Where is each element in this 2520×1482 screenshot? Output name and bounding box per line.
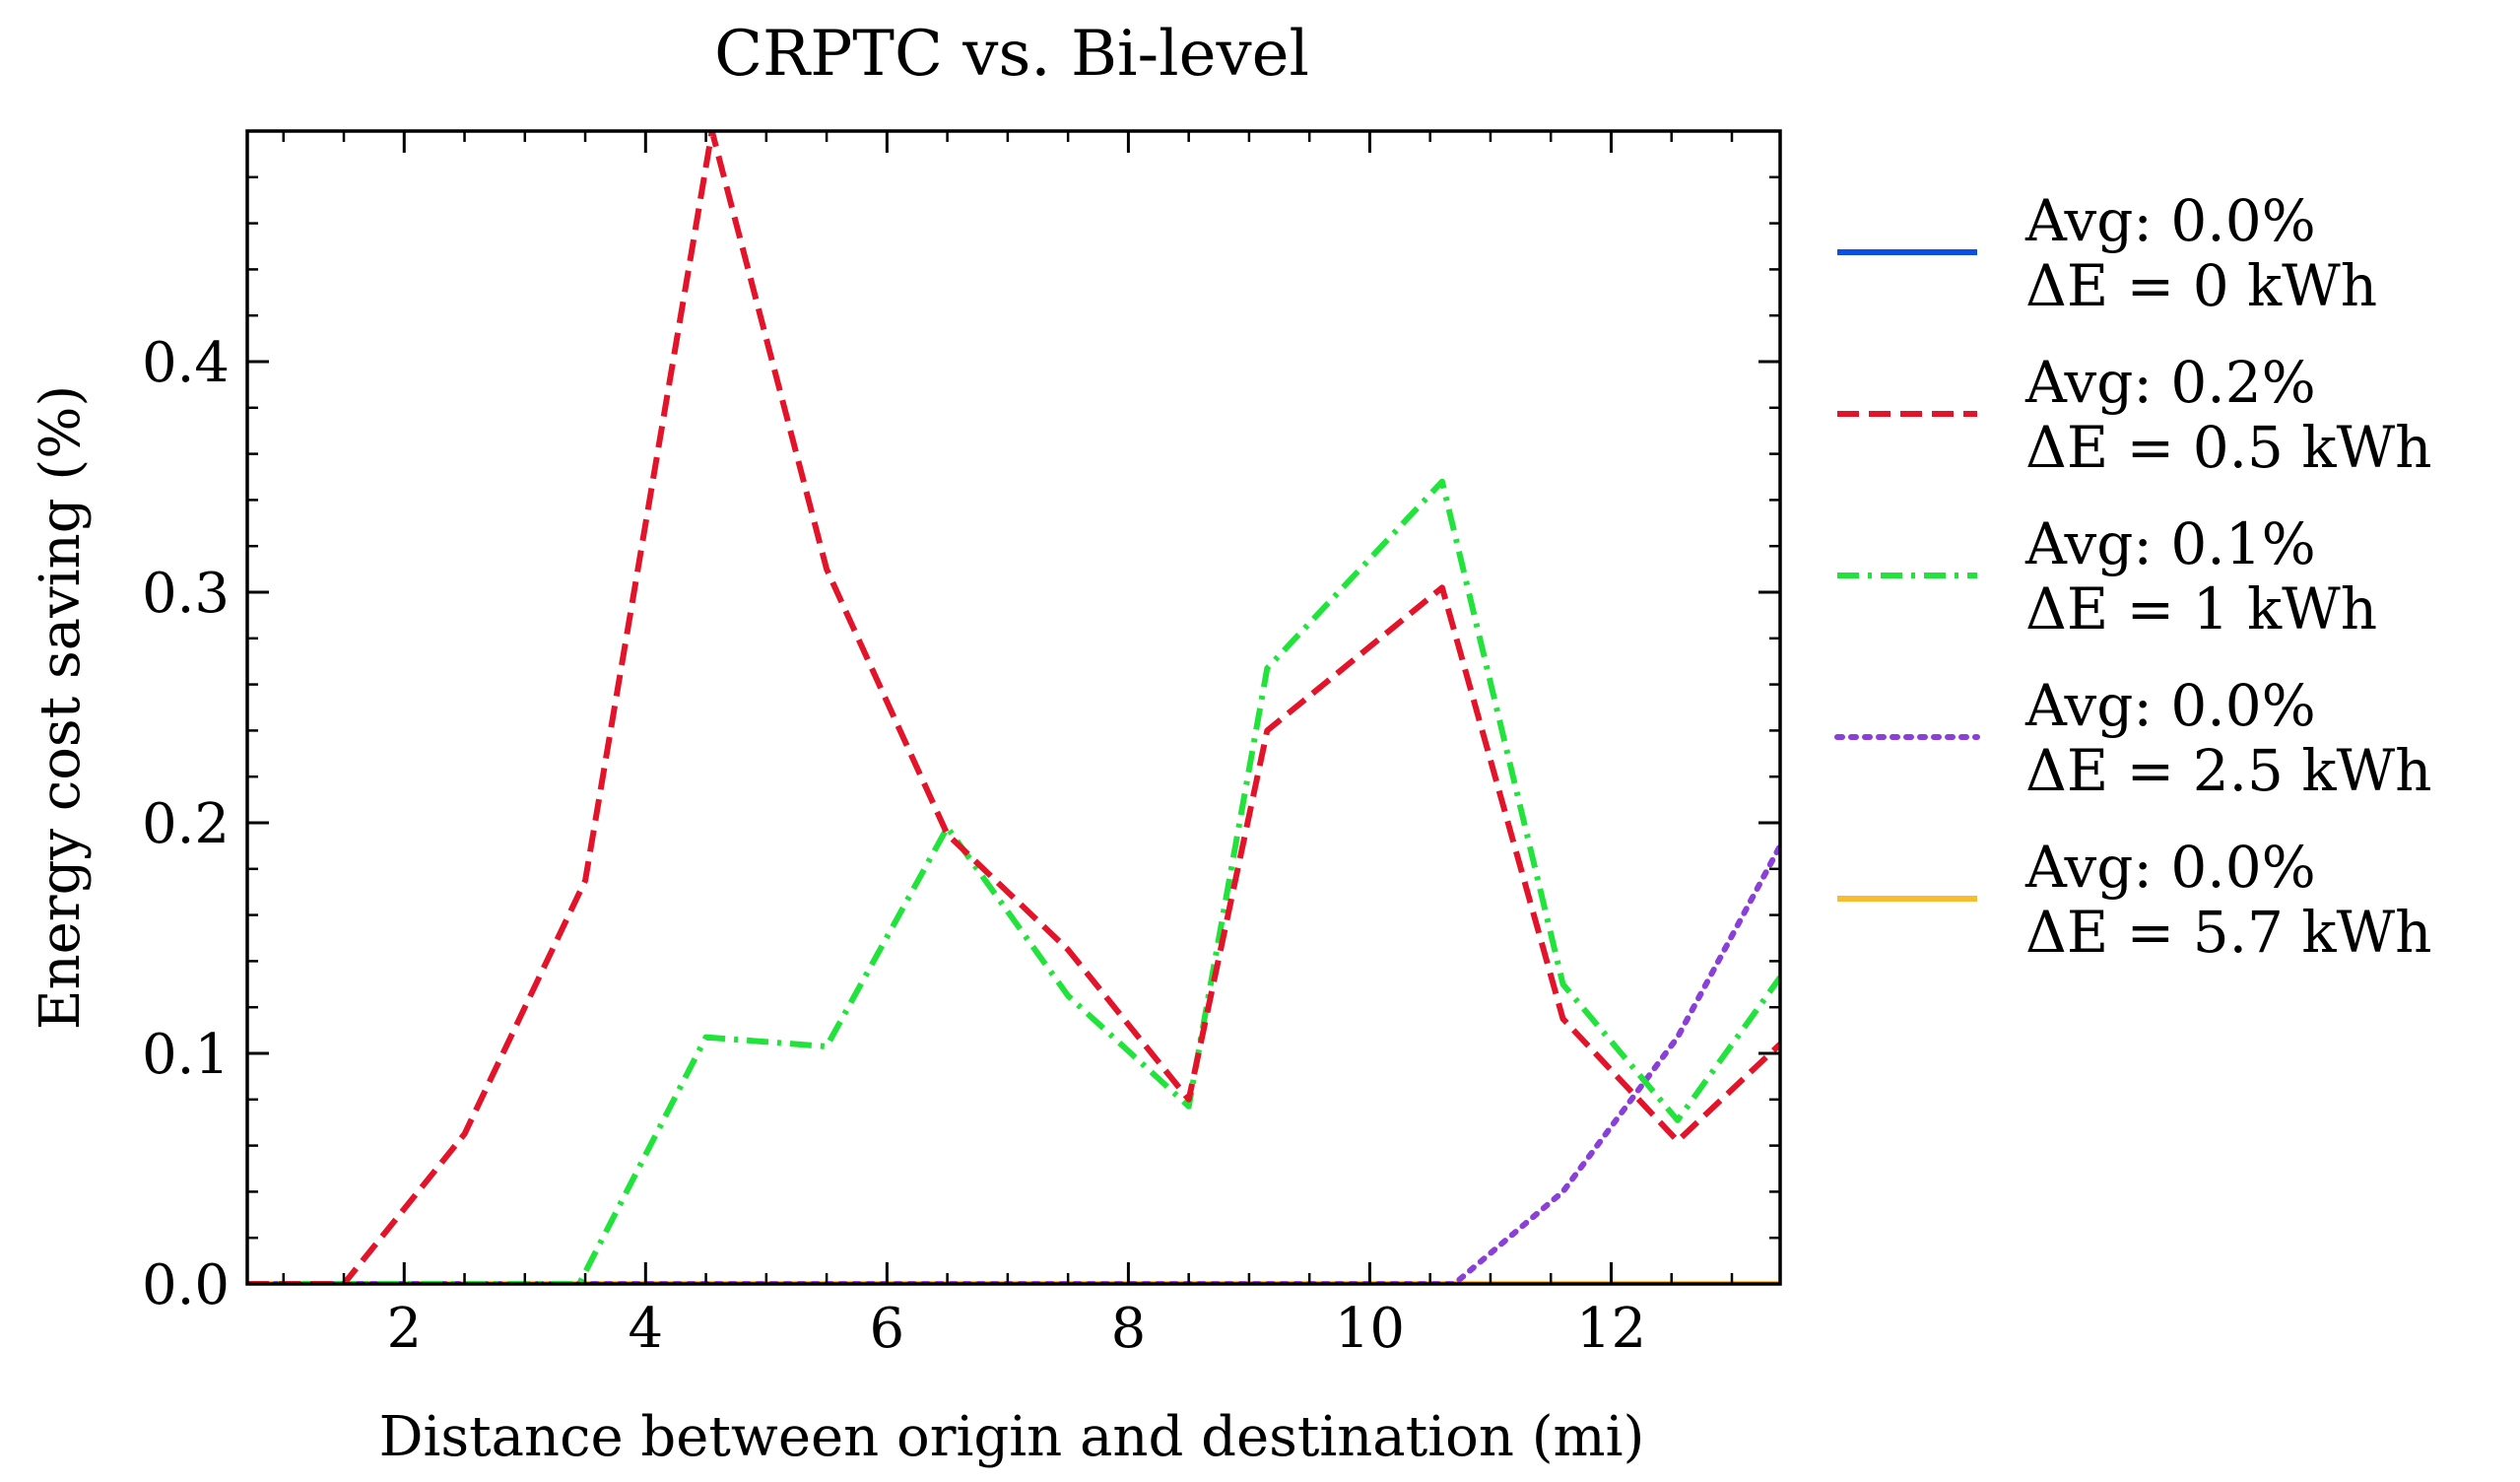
series-line-3 [247,478,1780,1284]
legend-label-2: Avg: 0.2% [2024,349,2316,416]
x-tick-label: 6 [870,1297,905,1361]
plot-frame [245,129,1782,1286]
legend-label-5: Avg: 0.0% [2024,834,2316,901]
y-axis-label: Energy cost saving (%) [29,385,93,1031]
legend-sublabel-1: ΔE = 0 kWh [2025,252,2377,319]
x-tick-label: 8 [1111,1297,1147,1361]
chart-title: CRPTC vs. Bi-level [714,18,1309,91]
tick-label-layer: 2 4 6 8 10 12 0.0 0.1 0.2 0.3 0.4 [142,331,1646,1361]
tick-layer [247,131,1780,1286]
series-layer [247,131,1780,1284]
legend-label-4: Avg: 0.0% [2024,672,2316,739]
legend-sublabel-3: ΔE = 1 kWh [2025,575,2377,642]
y-tick-label: 0.3 [142,562,230,626]
x-axis-label: Distance between origin and destination … [379,1405,1645,1469]
x-tick-label: 12 [1576,1297,1646,1361]
y-tick-label: 0.0 [142,1253,230,1317]
legend-sublabel-4: ΔE = 2.5 kWh [2025,737,2432,804]
legend-sublabel-2: ΔE = 0.5 kWh [2025,414,2432,481]
x-tick-label: 10 [1335,1297,1405,1361]
legend-sublabel-5: ΔE = 5.7 kWh [2025,899,2432,966]
series-line-4 [247,842,1780,1284]
x-tick-label: 4 [628,1297,663,1361]
y-tick-label: 0.1 [142,1023,230,1087]
y-tick-label: 0.4 [142,331,230,395]
legend-label-1: Avg: 0.0% [2024,187,2316,254]
series-line-2 [247,131,1780,1284]
y-tick-label: 0.2 [142,792,230,856]
plot-area: 2 4 6 8 10 12 0.0 0.1 0.2 0.3 0.4 [142,129,1782,1361]
x-tick-label: 2 [386,1297,422,1361]
legend-label-3: Avg: 0.1% [2024,510,2316,577]
